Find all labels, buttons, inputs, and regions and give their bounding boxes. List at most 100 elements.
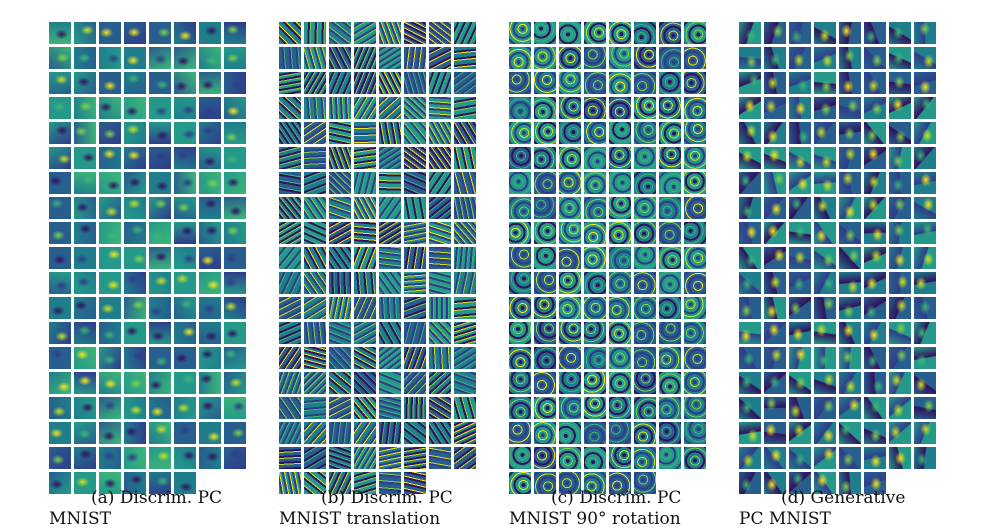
filter-tile	[684, 222, 706, 244]
filter-tile	[509, 347, 531, 369]
filter-tile	[329, 197, 351, 219]
filter-tile	[49, 197, 71, 219]
filter-tile	[199, 447, 221, 469]
panel-b: (b) Discrim. PC MNIST translation	[279, 0, 509, 530]
filter-tile	[864, 397, 886, 419]
filter-tile	[99, 97, 121, 119]
filter-tile	[509, 72, 531, 94]
filter-tile	[559, 422, 581, 444]
filter-tile	[429, 172, 451, 194]
filter-tile	[534, 422, 556, 444]
filter-tile	[199, 147, 221, 169]
filter-tile	[534, 347, 556, 369]
filter-tile	[74, 347, 96, 369]
filter-tile	[889, 172, 911, 194]
filter-tile	[659, 347, 681, 369]
filter-tile	[304, 472, 326, 494]
filter-tile	[814, 222, 836, 244]
filter-tile	[659, 72, 681, 94]
filter-tile	[684, 272, 706, 294]
filter-tile	[329, 347, 351, 369]
filter-tile	[174, 147, 196, 169]
filter-tile	[684, 247, 706, 269]
filter-tile	[864, 422, 886, 444]
filter-tile	[454, 97, 476, 119]
filter-tile	[609, 372, 631, 394]
filter-tile	[174, 22, 196, 44]
filter-tile	[329, 247, 351, 269]
filter-tile	[839, 72, 861, 94]
filter-tile	[454, 347, 476, 369]
filter-tile	[99, 422, 121, 444]
panel-c: (c) Discrim. PC MNIST 90° rotation	[509, 0, 739, 530]
filter-tile	[634, 222, 656, 244]
filter-tile	[659, 372, 681, 394]
filter-tile	[659, 22, 681, 44]
filter-tile	[509, 322, 531, 344]
filter-tile	[839, 347, 861, 369]
filter-tile	[354, 72, 376, 94]
filter-tile	[839, 247, 861, 269]
filter-tile	[99, 322, 121, 344]
filter-tile	[789, 247, 811, 269]
filter-tile	[454, 297, 476, 319]
filter-tile	[659, 47, 681, 69]
filter-tile	[279, 47, 301, 69]
filter-tile	[379, 472, 401, 494]
filter-tile	[304, 322, 326, 344]
filter-tile	[814, 372, 836, 394]
filter-tile	[199, 172, 221, 194]
filter-tile	[864, 97, 886, 119]
filter-tile	[224, 322, 246, 344]
filter-tile	[609, 472, 631, 494]
filter-tile	[764, 197, 786, 219]
filter-tile	[354, 472, 376, 494]
filter-tile	[304, 97, 326, 119]
filter-tile	[634, 197, 656, 219]
filter-tile	[609, 197, 631, 219]
filter-tile	[684, 22, 706, 44]
filter-tile	[454, 122, 476, 144]
filter-tile	[149, 322, 171, 344]
filter-tile	[634, 397, 656, 419]
filter-tile	[889, 347, 911, 369]
filter-tile	[914, 147, 936, 169]
filter-tile	[149, 372, 171, 394]
filter-tile	[454, 47, 476, 69]
filter-tile	[559, 397, 581, 419]
filter-tile	[864, 172, 886, 194]
filter-tile	[124, 97, 146, 119]
filter-tile	[764, 347, 786, 369]
filter-tile	[739, 47, 761, 69]
filter-tile	[329, 397, 351, 419]
filter-tile	[404, 172, 426, 194]
filter-tile	[684, 97, 706, 119]
filter-tile	[174, 322, 196, 344]
caption-b-line1: (b) Discrim. PC	[321, 488, 453, 508]
filter-tile	[174, 47, 196, 69]
filter-tile	[889, 247, 911, 269]
filter-tile	[279, 97, 301, 119]
filter-tile	[329, 172, 351, 194]
filter-tile	[559, 297, 581, 319]
filter-tile	[99, 472, 121, 494]
filter-tile	[889, 297, 911, 319]
filter-tile	[889, 72, 911, 94]
filter-tile	[199, 122, 221, 144]
filter-tile	[404, 372, 426, 394]
filter-tile	[174, 397, 196, 419]
filter-tile	[839, 297, 861, 319]
filter-tile	[634, 372, 656, 394]
filter-tile	[684, 422, 706, 444]
filter-tile	[839, 222, 861, 244]
filter-tile	[789, 47, 811, 69]
filter-tile	[174, 422, 196, 444]
filter-tile	[404, 72, 426, 94]
filter-tile	[584, 297, 606, 319]
filter-tile	[789, 447, 811, 469]
filter-tile	[634, 422, 656, 444]
filter-tile	[914, 397, 936, 419]
filter-tile	[684, 372, 706, 394]
filter-tile	[764, 72, 786, 94]
filter-tile	[764, 247, 786, 269]
